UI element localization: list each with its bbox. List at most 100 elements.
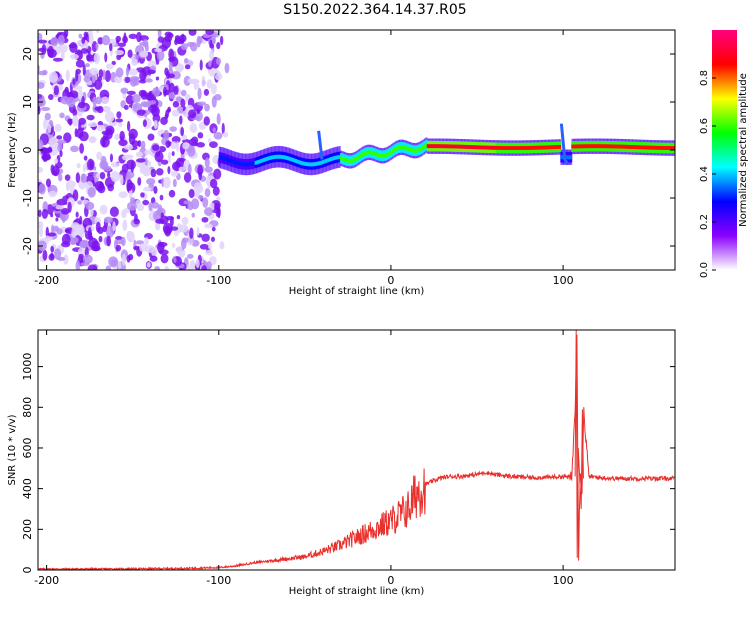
- colorbar-tick-label: 0.2: [699, 214, 710, 230]
- speckle: [111, 60, 116, 66]
- band-core: [542, 145, 545, 150]
- band-core: [271, 155, 274, 160]
- speckle: [108, 256, 119, 268]
- band-core: [335, 155, 339, 160]
- band-core: [513, 146, 516, 150]
- speckle: [97, 120, 104, 126]
- speckle: [154, 48, 163, 53]
- band-core: [647, 145, 650, 150]
- figure-title: S150.2022.364.14.37.R05: [283, 2, 467, 18]
- speckle: [168, 48, 174, 60]
- speckle: [93, 52, 101, 65]
- speckle: [221, 122, 225, 135]
- band-core: [355, 156, 358, 161]
- band-core: [549, 145, 552, 150]
- band-core: [255, 160, 259, 165]
- band-core: [364, 151, 367, 155]
- speckle: [176, 157, 184, 168]
- band-core: [280, 155, 283, 159]
- band-core: [532, 145, 535, 150]
- speckle: [55, 217, 59, 222]
- speckle: [79, 215, 83, 226]
- speckle: [210, 83, 217, 95]
- band-core: [485, 145, 489, 150]
- band-core: [231, 159, 234, 164]
- band-core: [273, 155, 277, 159]
- band-core: [557, 145, 560, 149]
- band-core: [240, 162, 244, 167]
- speckle: [84, 63, 91, 68]
- speckle: [139, 50, 149, 58]
- speckle: [89, 161, 93, 169]
- band-core: [539, 145, 542, 150]
- speckle: [78, 117, 86, 125]
- speckle: [161, 159, 169, 165]
- speckle: [188, 188, 195, 199]
- band-core: [264, 157, 267, 162]
- colorbar-label: Normalized spectral amplitude: [738, 73, 749, 227]
- speckle: [83, 31, 89, 38]
- band-core: [495, 145, 498, 150]
- band-core: [488, 145, 491, 150]
- speckle: [135, 151, 143, 158]
- spike-marker: [559, 123, 570, 166]
- speckle: [146, 262, 151, 268]
- speckle: [87, 30, 93, 38]
- band-core: [242, 162, 245, 167]
- band-core: [389, 150, 392, 155]
- band-core: [247, 162, 250, 167]
- speckle: [168, 151, 172, 163]
- speckle: [78, 33, 83, 39]
- band-core: [516, 146, 519, 150]
- band-core: [328, 157, 332, 162]
- speckle: [138, 89, 146, 97]
- band-core: [534, 145, 537, 150]
- x-tick-label: 100: [553, 574, 574, 587]
- speckle: [40, 147, 50, 155]
- band-core: [446, 144, 449, 149]
- band-core: [399, 145, 402, 150]
- speckle: [115, 236, 123, 241]
- speckle: [193, 83, 200, 90]
- speckle: [187, 253, 194, 259]
- band-core: [554, 145, 558, 149]
- band-core: [450, 144, 453, 149]
- speckle: [178, 64, 185, 71]
- band-core: [590, 144, 593, 149]
- band-core: [253, 161, 256, 166]
- speckle: [206, 79, 213, 89]
- band-core: [524, 146, 527, 150]
- speckle: [216, 113, 221, 125]
- band-core: [531, 145, 534, 150]
- band-core: [492, 145, 496, 150]
- band-core: [308, 162, 311, 167]
- band-core: [523, 146, 526, 150]
- band-core: [437, 144, 440, 149]
- speckle: [58, 173, 63, 182]
- speckle: [61, 233, 71, 245]
- band-core: [353, 157, 356, 162]
- speckle: [102, 225, 108, 233]
- y-axis-label: Frequency (Hz): [7, 112, 18, 188]
- speckle: [56, 135, 63, 140]
- band-core: [656, 145, 659, 150]
- band-core: [262, 158, 266, 162]
- band-core: [426, 144, 429, 149]
- band-core: [479, 145, 482, 150]
- band-core: [377, 153, 380, 157]
- speckle: [155, 76, 160, 81]
- speckle: [155, 218, 165, 224]
- speckle: [180, 98, 186, 108]
- speckle: [79, 240, 88, 249]
- band-core: [341, 156, 344, 161]
- band-core: [593, 144, 596, 149]
- speckle: [187, 163, 192, 175]
- band-core: [279, 154, 282, 159]
- y-tick-label: 20: [21, 47, 34, 61]
- band-core: [501, 146, 504, 150]
- y-tick-label: 200: [21, 519, 34, 540]
- band-core: [521, 146, 524, 150]
- figure: S150.2022.364.14.37.R05 -200 -100 0 100 -20-…: [7, 2, 749, 597]
- band-core: [589, 144, 592, 149]
